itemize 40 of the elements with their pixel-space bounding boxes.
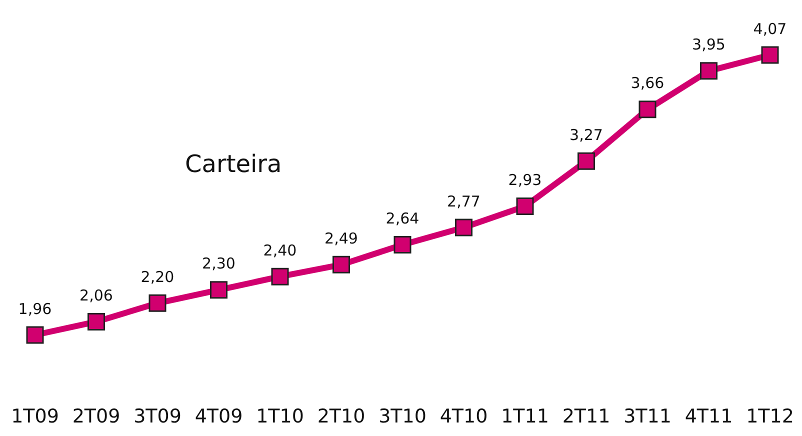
point [638, 100, 656, 118]
text: Carteira [185, 150, 282, 178]
point [455, 218, 472, 236]
point [88, 312, 105, 330]
x-tick-label: 2T09 [72, 406, 120, 428]
x-tick-label: 3T10 [378, 406, 426, 428]
x-tick-label: 1T10 [256, 406, 304, 428]
data-label: 2,06 [80, 286, 113, 304]
x-tick-label: 2T11 [562, 406, 610, 428]
point [578, 152, 595, 170]
point [210, 281, 228, 299]
data-label: 4,07 [753, 20, 787, 38]
x-tick-label: 1T12 [746, 406, 794, 428]
data-label: 2,77 [447, 192, 480, 210]
x-tick-label: 2T10 [317, 406, 366, 428]
point [761, 46, 779, 64]
x-tick-label: 3T09 [134, 406, 182, 428]
point [700, 62, 718, 80]
data-label: 2,40 [263, 241, 297, 260]
x-tick-label: 4T10 [440, 406, 488, 428]
point [148, 294, 166, 312]
point [26, 326, 44, 344]
point [332, 256, 350, 274]
point [394, 236, 412, 254]
data-label: 2,64 [386, 210, 420, 228]
data-label: 3,66 [630, 74, 664, 92]
data-label: 3,95 [692, 36, 726, 54]
data-label: 1,96 [18, 300, 52, 318]
x-tick-label: 1T09 [11, 406, 59, 428]
data-label: 3,27 [570, 126, 603, 144]
data-label: 2,20 [140, 268, 174, 286]
x-tick-label: 4T09 [194, 406, 243, 428]
x-tick-label: 1T11 [501, 406, 549, 428]
point [516, 198, 534, 216]
point [271, 268, 289, 286]
data-label: 2,49 [324, 229, 358, 248]
x-tick-label: 3T11 [624, 406, 672, 428]
data-label: 2,30 [202, 254, 236, 273]
x-tick-label: 4T11 [684, 406, 733, 428]
data-label: 2,93 [508, 171, 542, 190]
